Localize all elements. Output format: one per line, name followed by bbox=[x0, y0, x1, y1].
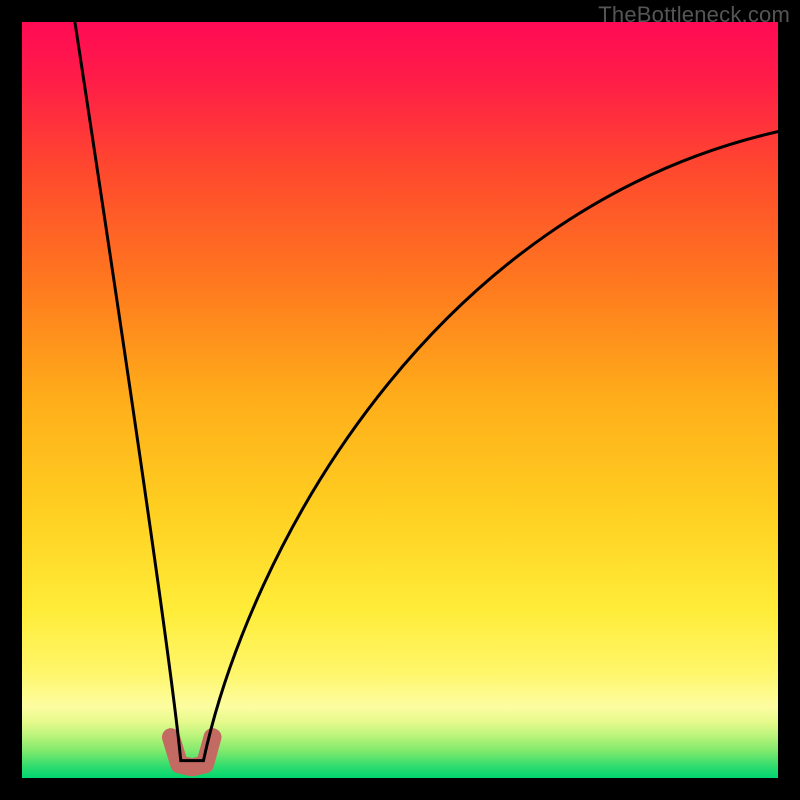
chart-svg bbox=[22, 22, 778, 778]
bottleneck-curve-chart bbox=[22, 22, 778, 778]
background-gradient bbox=[22, 22, 778, 778]
chart-frame: TheBottleneck.com bbox=[0, 0, 800, 800]
watermark-text: TheBottleneck.com bbox=[598, 2, 790, 28]
